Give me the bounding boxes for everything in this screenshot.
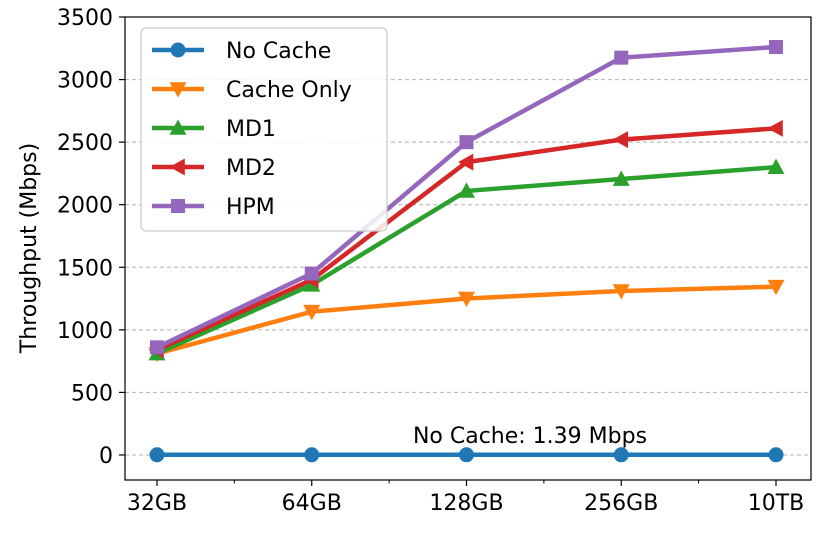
legend-marker [171, 199, 185, 213]
y-tick-label: 0 [99, 444, 113, 469]
legend-box [140, 27, 388, 232]
data-point-hpm [614, 50, 629, 65]
legend-entry-no-cache: No Cache [152, 39, 331, 64]
legend-label: HPM [226, 195, 275, 220]
data-point-cache-only [458, 291, 475, 308]
data-point-md2 [612, 131, 629, 149]
data-point-hpm [150, 340, 164, 355]
x-ticks: 32GB 64GB 128GB 256GB 10TB [127, 480, 804, 516]
data-point-no-cache [768, 447, 784, 463]
legend-label: MD2 [226, 156, 276, 181]
y-tick-label: 500 [71, 381, 113, 406]
legend-marker [169, 119, 187, 135]
legend-entry-md1: MD1 [152, 117, 276, 142]
legend-label: Cache Only [226, 78, 352, 103]
data-point-md2 [458, 153, 474, 171]
series-cache-only [148, 279, 785, 363]
legend-entry-hpm: HPM [152, 195, 275, 220]
y-tick-label: 3500 [57, 6, 113, 31]
series-no-cache [149, 447, 784, 463]
y-tick-label: 3000 [57, 69, 113, 94]
x-tick-label: 10TB [748, 491, 805, 516]
data-point-cache-only [767, 279, 785, 296]
data-point-no-cache [149, 447, 165, 463]
y-ticks: 0 500 1000 1500 2000 2500 3000 3500 [57, 6, 125, 469]
annotation-no-cache: No Cache: 1.39 Mbps [413, 424, 647, 449]
legend-marker [169, 158, 185, 176]
y-tick-label: 2000 [57, 194, 113, 219]
series-layer [148, 40, 785, 463]
data-point-cache-only [612, 284, 630, 300]
y-tick-label: 2500 [57, 131, 113, 156]
data-point-md1 [612, 170, 630, 186]
data-point-hpm [459, 135, 474, 150]
x-tick-label: 64GB [282, 491, 342, 516]
legend-label: No Cache [226, 39, 331, 64]
data-point-hpm [304, 266, 319, 281]
x-tick-label: 128GB [429, 491, 503, 516]
data-point-hpm [769, 40, 783, 55]
data-point-md1 [767, 158, 785, 174]
x-tick-label: 32GB [127, 491, 187, 516]
data-point-no-cache [304, 447, 320, 463]
legend-entry-md2: MD2 [152, 156, 276, 181]
data-point-cache-only [303, 304, 321, 321]
series-hpm [150, 40, 783, 355]
data-point-md1 [458, 182, 475, 198]
y-tick-label: 1000 [57, 319, 113, 344]
legend-marker [170, 42, 186, 58]
legend-marker [169, 82, 187, 98]
y-tick-label: 1500 [57, 256, 113, 281]
legend-entry-cache-only: Cache Only [152, 78, 352, 103]
legend-label: MD1 [226, 117, 276, 142]
y-axis-label: Throughput (Mbps) [17, 143, 42, 354]
legend: No Cache Cache Only MD1 MD2 HPM [140, 27, 388, 232]
data-point-no-cache [459, 447, 474, 463]
data-point-no-cache [613, 447, 629, 463]
plot-frame [124, 16, 812, 481]
x-tick-label: 256GB [584, 491, 658, 516]
data-point-md2 [767, 119, 783, 137]
